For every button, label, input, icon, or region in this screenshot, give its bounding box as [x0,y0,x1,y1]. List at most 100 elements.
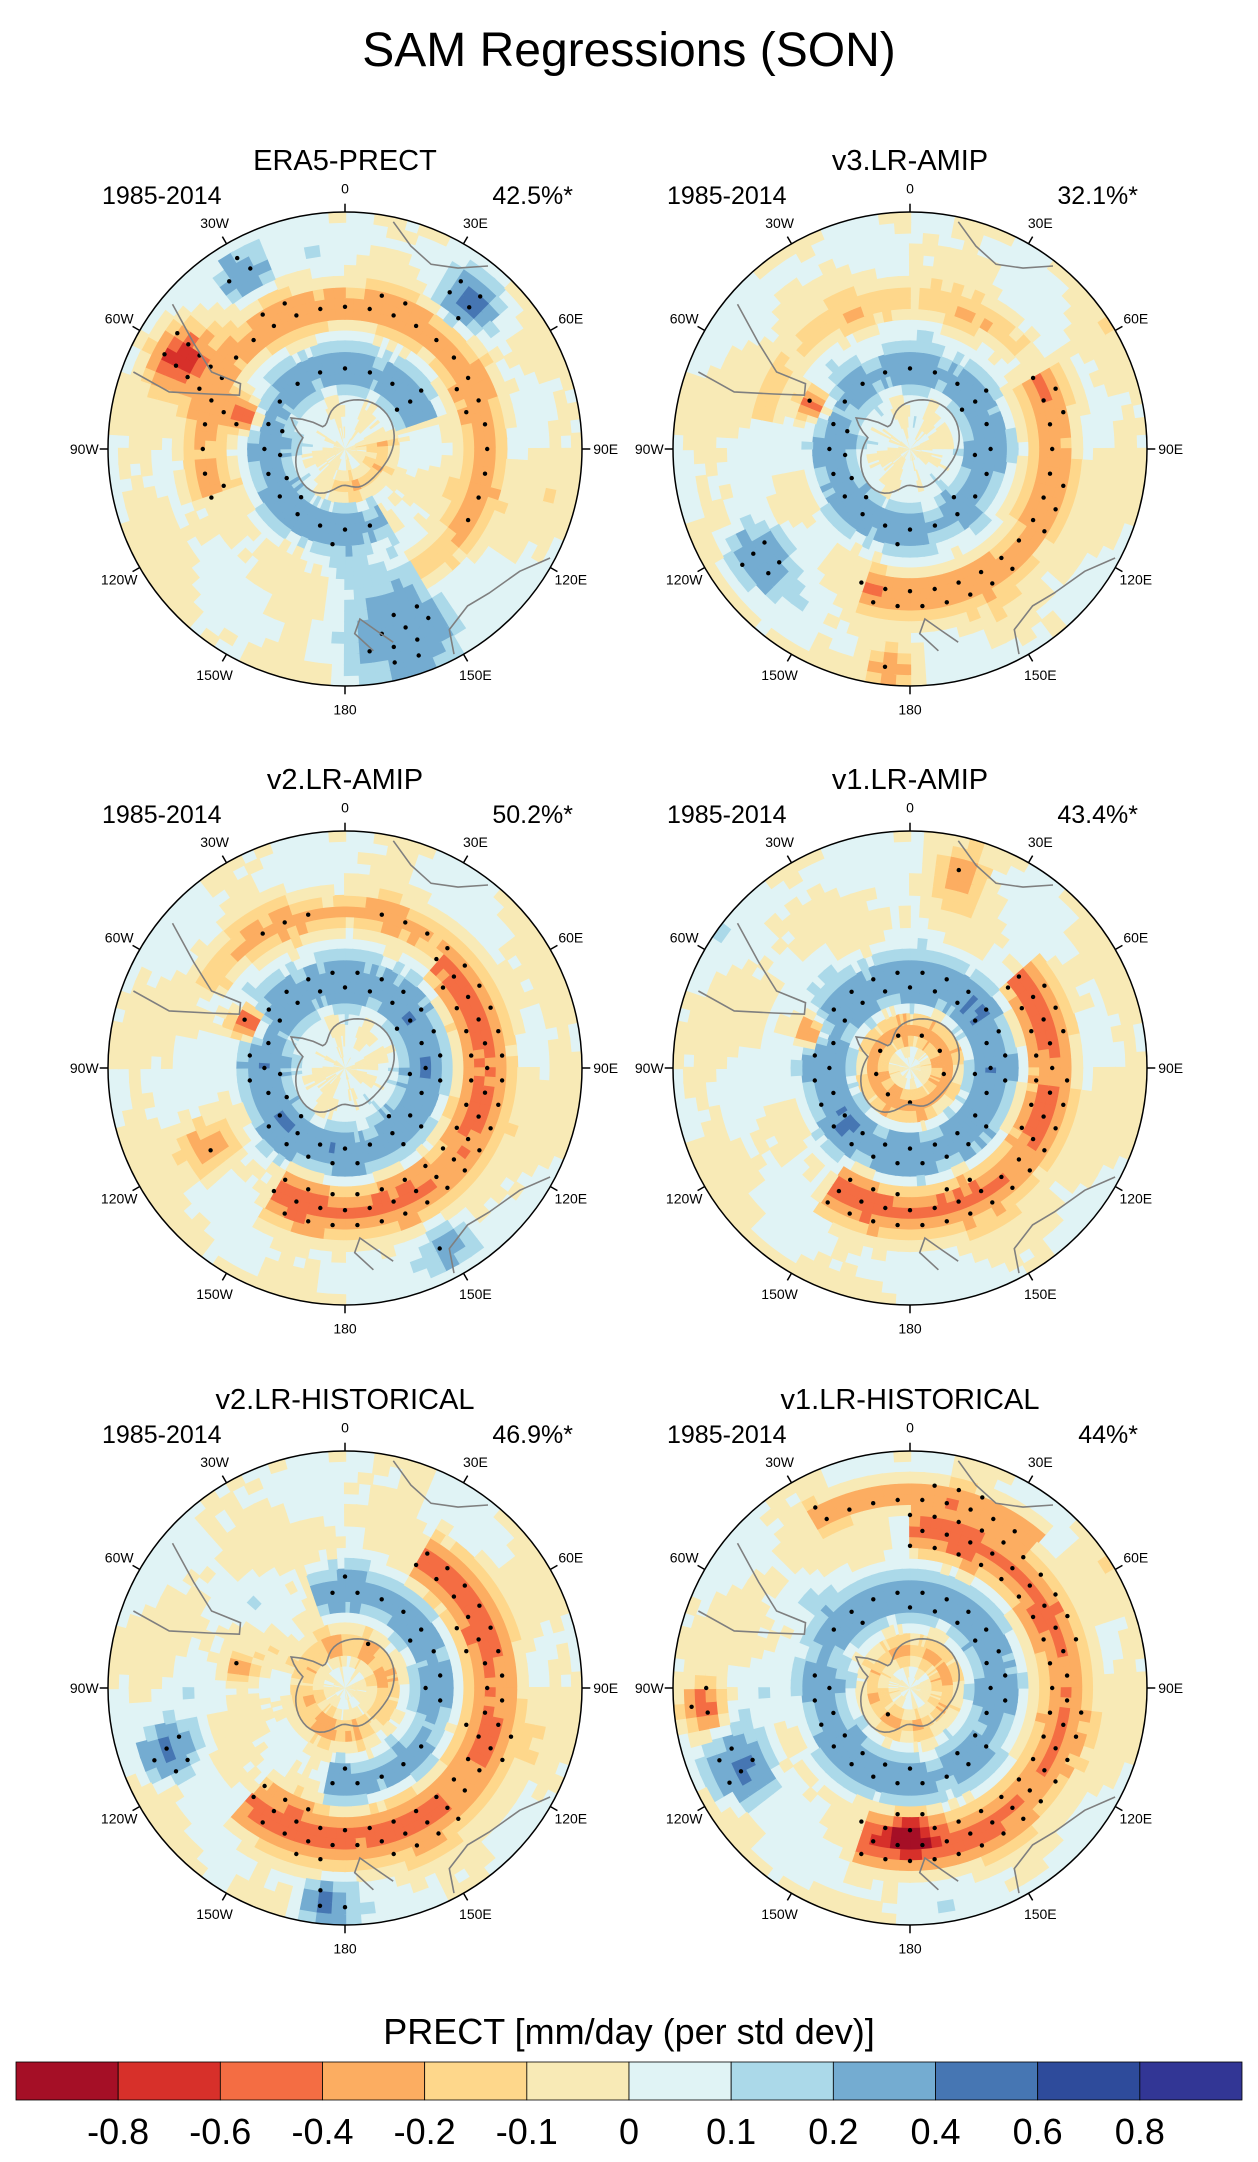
stipple-dot [277,399,282,404]
map-cell [867,1053,880,1060]
map-cell [930,1059,943,1064]
map-cell [452,448,465,458]
map-cell [1112,461,1127,479]
map-cell [984,486,999,499]
map-cell [933,1102,944,1114]
map-cell [230,341,247,358]
map-cell [354,1057,366,1064]
map-cell [834,400,848,412]
map-cell [898,449,910,451]
map-cell [358,422,368,433]
map-cell [384,462,397,471]
map-cell [377,526,389,540]
map-cell [441,434,454,444]
map-cell [387,520,400,535]
map-cell [438,1086,452,1097]
map-cell [351,948,362,962]
map-cell [542,1106,558,1126]
map-cell [295,1142,308,1157]
map-cell [311,518,322,532]
map-cell [461,422,475,435]
map-cell [538,447,551,464]
stipple-dot [882,370,888,375]
map-cell [373,1135,384,1149]
map-cell [355,1066,368,1069]
map-cell [428,1013,443,1026]
stipple-dot [465,994,471,1000]
stipple-dot [988,446,993,452]
map-cell [1028,439,1041,450]
map-cell [361,1129,370,1142]
map-cell [337,545,346,558]
map-cell [924,565,937,579]
map-cell [912,1078,916,1091]
map-cell [451,1051,465,1062]
map-cell [1072,388,1089,406]
map-cell [382,1021,395,1033]
stipple-dot [271,323,277,329]
map-cell [812,454,825,463]
map-cell [929,1053,941,1060]
map-cell [942,370,954,384]
map-cell [704,365,722,385]
map-cell [328,555,339,569]
map-cell [904,405,909,417]
map-cell [905,426,909,439]
map-cell [344,948,354,961]
map-cell [911,1024,916,1036]
map-cell [892,500,900,514]
map-cell [495,1067,508,1080]
map-cell [942,615,959,630]
map-cell [934,573,948,588]
map-cell [387,1010,400,1023]
map-cell [888,499,897,513]
map-cell [139,1053,152,1070]
map-cell [883,1093,893,1105]
map-cell [425,298,443,316]
map-cell [912,459,916,472]
map-cell [333,1068,345,1071]
map-cell [941,1056,954,1062]
map-cell [338,524,346,537]
map-cell [1089,471,1104,489]
map-cell [910,1068,922,1071]
map-cell [279,1117,292,1130]
map-cell [334,491,340,504]
map-cell [303,244,321,260]
map-cell [377,445,390,450]
map-cell [910,1068,919,1077]
map-cell [995,228,1017,247]
map-cell [366,1236,382,1251]
map-cell [783,277,804,296]
map-cell [930,440,943,445]
map-cell [931,617,947,632]
map-cell [891,466,900,478]
map-cell [887,1084,897,1095]
map-cell [389,947,404,962]
map-cell [739,514,756,532]
map-cell [431,485,446,498]
map-cell [942,443,954,448]
stipple-dot [1041,398,1046,403]
stipple-dot [440,1146,446,1151]
map-cell [503,1033,517,1048]
map-cell [402,1033,416,1044]
map-cell [325,1055,337,1063]
map-cell [882,1105,892,1118]
map-cell [801,441,814,450]
map-cell [263,1115,277,1129]
stipple-dot [451,1157,457,1162]
map-cell [287,379,300,393]
map-cell [354,419,362,431]
map-cell [888,341,898,355]
map-cell [387,494,400,507]
map-cell [345,1068,355,1076]
map-cell [387,532,400,547]
map-cell [284,270,302,287]
map-cell [313,471,324,483]
map-cell [130,1024,145,1043]
map-cell [356,421,366,432]
map-cell [355,884,370,898]
stipple-dot [451,974,457,979]
lon-label: 30E [1028,215,1053,231]
